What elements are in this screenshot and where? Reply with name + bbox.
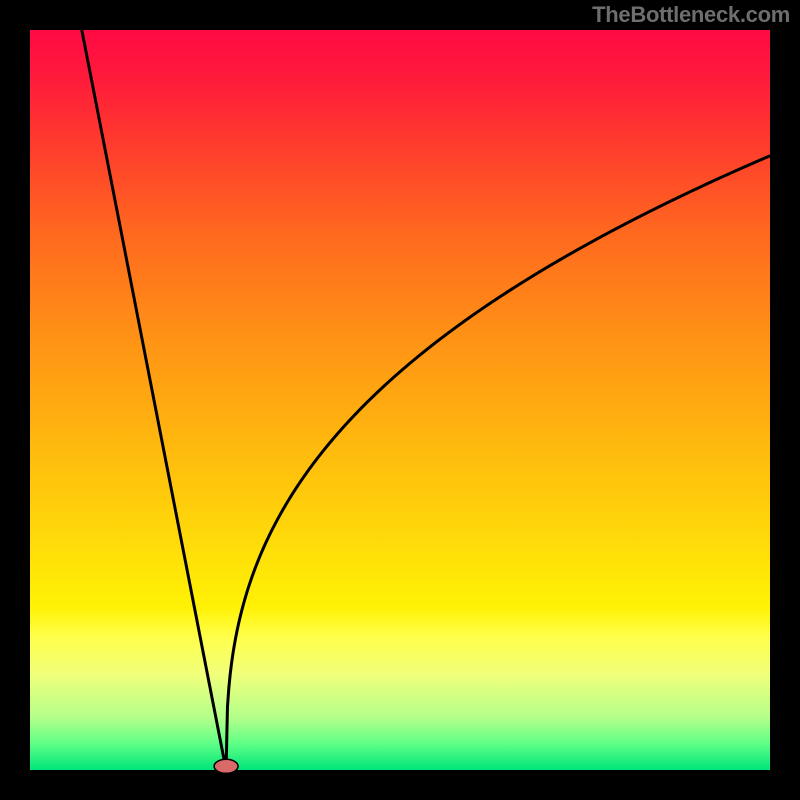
plot-background-gradient xyxy=(30,30,770,770)
minimum-marker xyxy=(214,759,238,773)
attribution-text: TheBottleneck.com xyxy=(592,2,790,28)
bottleneck-chart xyxy=(0,0,800,800)
